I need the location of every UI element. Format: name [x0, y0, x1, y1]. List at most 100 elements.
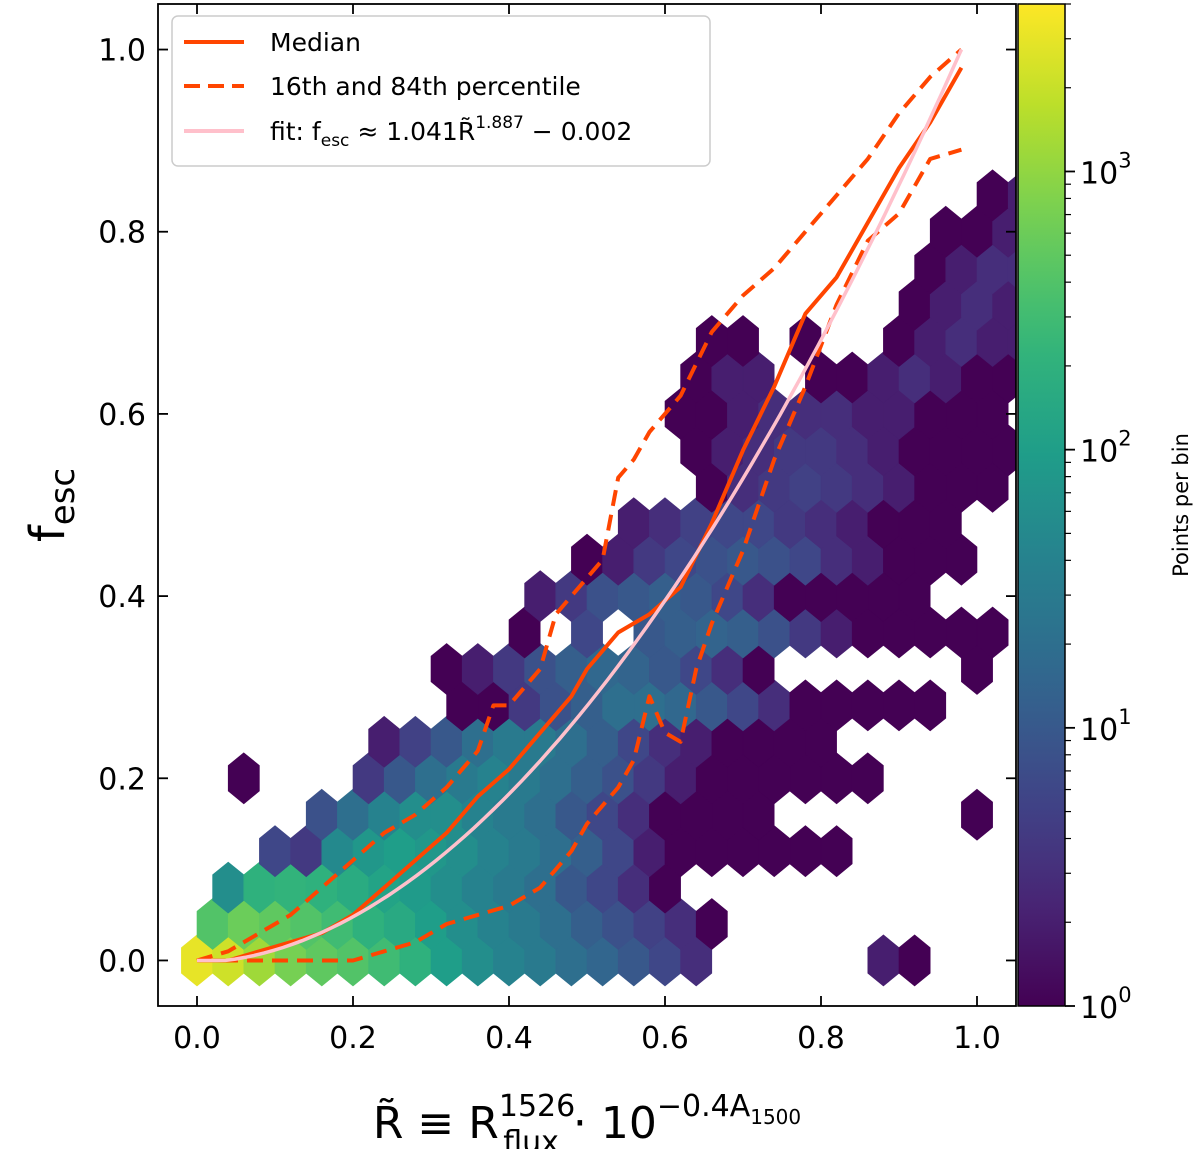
hexbin-cell [1180, 61, 1200, 112]
hexbin-cell [789, 825, 822, 878]
x-tick-label: 0.2 [329, 1021, 377, 1056]
hexbin-cell [1117, 935, 1148, 986]
hexbin-cell [1180, 279, 1200, 330]
x-title-exp-sub: 1500 [750, 1105, 801, 1129]
hexbin-cell [1149, 61, 1180, 112]
hexbin-cell [1164, 243, 1195, 294]
hexbin-cell [695, 898, 728, 950]
x-tick-label: 0.0 [173, 1021, 221, 1056]
plot-frame [157, 3, 1017, 1007]
hexbin-cell [1007, 175, 1016, 215]
hexbin-cell [1164, 97, 1195, 148]
y-tick-label: 1.0 [98, 34, 146, 69]
hexbin-cell [1133, 97, 1164, 148]
y-tick-label: 0.0 [98, 944, 146, 979]
x-tick-label: 0.6 [641, 1021, 689, 1056]
hexbin-cell [1086, 206, 1117, 257]
y-tick-label: 0.4 [98, 580, 146, 615]
x-tick-label: 1.0 [953, 1021, 1001, 1056]
hexbin-cell [1102, 316, 1133, 367]
hexbin-cell [1117, 206, 1148, 257]
hexbin-cell [820, 825, 853, 878]
y-title-sub: esc [43, 468, 83, 525]
hexbin-cell [867, 934, 900, 987]
hexbin-cell [1117, 279, 1148, 330]
x-title-tail: · 10 [559, 1098, 657, 1149]
hexbin-layer [181, 61, 1200, 987]
colorbar-tick-exponent: 2 [1118, 427, 1131, 451]
x-title-sub: flux [503, 1125, 559, 1149]
percentile-84-line [196, 47, 963, 963]
hexbin-cell [1180, 133, 1200, 184]
hexbin-cell [1071, 243, 1102, 294]
hexbin-cell [1164, 170, 1195, 221]
colorbar-tick-mantissa: 10 [1080, 435, 1118, 470]
hexbin-cell [1102, 97, 1133, 148]
x-title-exp: −0.4A [657, 1089, 751, 1124]
x-axis: 0.0 0.2 0.4 0.6 0.8 1.0 [173, 4, 1001, 1056]
hexbin-cell [1195, 97, 1200, 148]
hexbin-cell [727, 315, 759, 367]
hexbin-cell [1117, 61, 1148, 112]
hexbin-cell [898, 934, 931, 987]
legend-box [171, 15, 711, 167]
hexbin-cell [1149, 206, 1180, 257]
hexbin-cell [1180, 935, 1200, 986]
x-axis-title: R̃ ≡ R1526 flux · 10−0.4A1500 [373, 1089, 801, 1149]
y-title-main: f [20, 524, 76, 542]
percentile-16-line [197, 147, 962, 963]
y-axis-title: fesc [20, 468, 83, 542]
hexbin-cell [1086, 935, 1117, 986]
hexbin-cell [1086, 279, 1117, 330]
legend: Median 16th and 84th percentile fit: fes… [171, 15, 711, 167]
legend-median-label: Median [270, 28, 361, 57]
hexbin-cell [1133, 170, 1164, 221]
colorbar-gradient [1017, 3, 1066, 1007]
legend-fit-mid: ≈ 1.041R̃ [349, 117, 475, 146]
hexbin-cell [1149, 279, 1180, 330]
hexbin-cell [883, 679, 915, 732]
colorbar-tick-label: 101 [1080, 705, 1132, 748]
hexbin-cell [227, 752, 260, 805]
colorbar-tick-mantissa: 10 [1080, 156, 1118, 191]
hexbin-cell [1102, 243, 1133, 294]
colorbar-tick-mantissa: 10 [1080, 713, 1118, 748]
hexbin-cell [961, 788, 993, 841]
x-tick-label: 0.8 [797, 1021, 845, 1056]
y-axis: 0.0 0.2 0.4 0.6 0.8 1.0 [98, 34, 1016, 979]
curves-layer [196, 47, 964, 963]
legend-percentile-label: 16th and 84th percentile [270, 72, 581, 101]
hexbin-cell [1133, 316, 1164, 367]
hexbin-cell [914, 679, 947, 732]
colorbar-tick-label: 103 [1080, 148, 1132, 191]
legend-fit-sup: 1.887 [475, 113, 524, 133]
y-tick-label: 0.6 [98, 398, 146, 433]
hexbin-cell [851, 752, 884, 805]
y-tick-label: 0.8 [98, 216, 146, 251]
legend-fit-lead: fit: f [270, 117, 322, 146]
colorbar-tick-label: 100 [1080, 983, 1132, 1026]
hexbin-cell [976, 606, 1009, 659]
x-title-main: R̃ ≡ R [373, 1096, 499, 1149]
y-tick-label: 0.2 [98, 762, 146, 797]
hexbin-cell [1133, 243, 1164, 294]
colorbar-tick-label: 102 [1080, 427, 1132, 470]
legend-fit-sub: esc [321, 131, 350, 151]
colorbar-tick-exponent: 3 [1118, 148, 1131, 172]
colorbar-label: Points per bin [1169, 433, 1193, 577]
fit-line [197, 48, 963, 963]
hexbin-cell [1071, 316, 1102, 367]
legend-fit-label: fit: fesc ≈ 1.041R̃1.887 − 0.002 [270, 113, 632, 151]
colorbar-tick-exponent: 1 [1118, 705, 1131, 729]
x-tick-label: 0.4 [485, 1021, 533, 1056]
hexbin-cell [1180, 206, 1200, 257]
x-title-sup: 1526 [499, 1089, 575, 1124]
hexbin-cell [851, 679, 884, 732]
colorbar-tick-mantissa: 10 [1080, 991, 1118, 1026]
hexbin-cell [1071, 97, 1102, 148]
hexbin-cell [1149, 133, 1180, 184]
colorbar-tick-exponent: 0 [1118, 983, 1131, 1007]
